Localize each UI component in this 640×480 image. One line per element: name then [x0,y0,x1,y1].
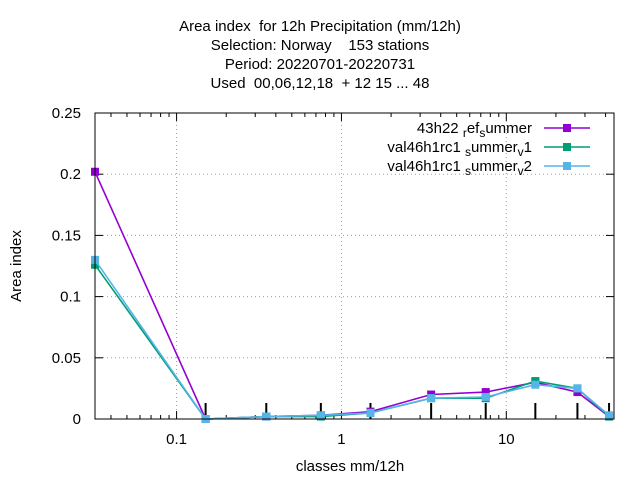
data-point [563,143,571,151]
axis-ticks: 0 0.05 0.1 0.15 0.2 0.25 0.1 1 10 [52,105,614,448]
legend-label-part: s [479,126,485,140]
legend-label-part: v [518,145,524,159]
data-point [531,380,540,389]
legend-label-part: v [518,164,524,178]
title-line-1: Area index for 12h Precipitation (mm/12h… [179,18,461,35]
legend-label-part: r [463,126,467,140]
y-tick-label: 0 [73,411,81,428]
x-tick-label: 10 [498,431,515,448]
legend-label-part: s [465,145,471,159]
data-point [262,412,271,421]
data-point [316,411,325,420]
y-tick-label: 0.1 [60,289,81,306]
series-line [94,264,610,420]
legend-label-part: s [465,164,471,178]
x-tick-label: 1 [337,431,345,448]
series-line [94,259,610,420]
y-tick-label: 0.05 [52,350,81,367]
legend-label-part: val46h1rc1 [387,139,465,156]
legend-label: val46h1rc1 summerv2 [387,158,532,178]
grid [95,113,614,419]
data-point [563,162,571,170]
y-tick-label: 0.15 [52,227,81,244]
x-tick-label: 0.1 [166,431,187,448]
series-2 [91,260,614,423]
title-line-3: Period: 20220701-20220731 [224,56,416,73]
legend-label-part: ummer [471,139,518,156]
legend-label-part: 43h22 [417,120,463,137]
legend-label-part: ef [467,120,480,137]
x-axis-label: classes mm/12h [296,458,404,475]
legend-label-part: 2 [524,158,532,175]
title-line-2: Selection: Norway 153 stations [210,37,430,54]
legend-label-part: ummer [471,158,518,175]
y-tick-label: 0.2 [60,166,81,183]
plot-frame [94,112,615,420]
series-group [91,167,614,423]
data-point [366,408,375,417]
legend-label-part: val46h1rc1 [387,158,465,175]
legend-label-part: ummer [485,120,532,137]
data-point [605,411,614,420]
legend-label-part: 1 [524,139,532,156]
y-tick-label: 0.25 [52,105,81,122]
data-point [573,384,582,393]
data-point [427,394,436,403]
data-point [481,392,490,401]
legend-label: 43h22 refsummer [417,120,532,140]
legend-label: val46h1rc1 summerv1 [387,139,532,159]
title-line-4: Used 00,06,12,18 + 12 15 ... 48 [210,75,430,92]
data-point [563,124,571,132]
y-axis-label: Area index [8,230,25,302]
